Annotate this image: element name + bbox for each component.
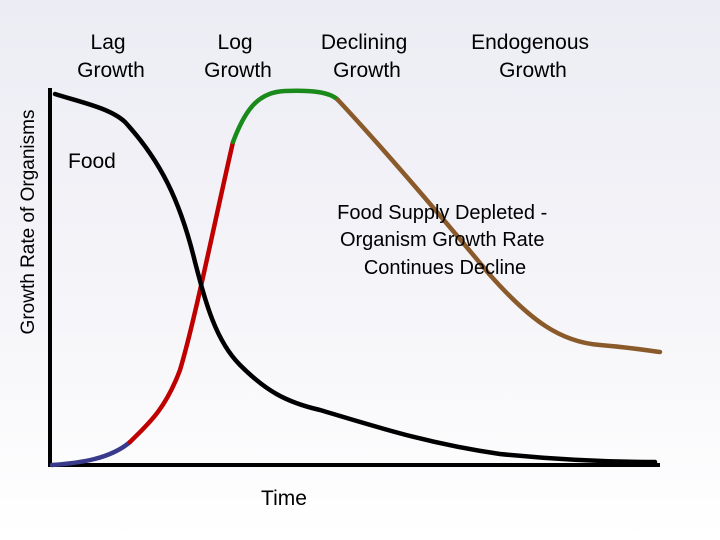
phase-log-label: Log Growth: [204, 31, 272, 82]
food-curve: [52, 91, 658, 465]
phase-declining-label: Declining Growth: [321, 31, 413, 82]
x-axis-label: Time: [261, 487, 307, 510]
phase-endogenous-label: Endogenous Growth: [471, 31, 595, 82]
y-axis-label: Growth Rate of Organisms: [18, 110, 39, 335]
annotation-line-3: Continues Decline: [364, 257, 526, 279]
declining-growth-curve: [230, 88, 341, 145]
phase-declining-line-2: Growth: [333, 59, 401, 82]
annotation-text: Food Supply Depleted - Organism Growth R…: [337, 202, 553, 279]
phase-endogenous-line-2: Growth: [499, 59, 567, 82]
annotation-line-2: Organism Growth Rate: [340, 229, 545, 251]
log-growth-curve: [127, 139, 236, 445]
phase-lag-line-1: Lag: [91, 31, 126, 54]
food-label: Food: [68, 150, 116, 173]
phase-lag-label: Lag Growth: [77, 31, 145, 82]
phase-log-line-1: Log: [218, 31, 253, 54]
phase-declining-line-1: Declining: [321, 31, 407, 54]
phase-lag-line-2: Growth: [77, 59, 145, 82]
annotation-line-1: Food Supply Depleted -: [337, 202, 547, 224]
lag-growth-curve: [49, 439, 133, 468]
endogenous-growth-curve: [335, 97, 663, 355]
phase-endogenous-line-1: Endogenous: [471, 31, 589, 54]
phase-log-line-2: Growth: [204, 59, 272, 82]
